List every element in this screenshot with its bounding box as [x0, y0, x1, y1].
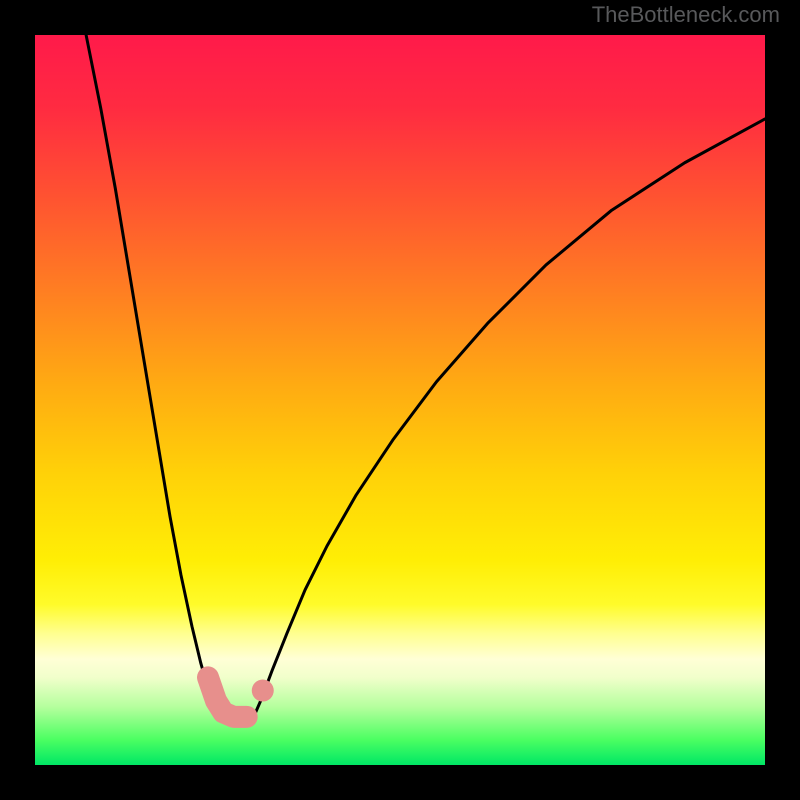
watermark-text: TheBottleneck.com: [592, 2, 780, 28]
highlight-dot: [252, 680, 274, 702]
chart-container: TheBottleneck.com: [0, 0, 800, 800]
plot-area: [35, 35, 765, 765]
chart-svg: [0, 0, 800, 800]
